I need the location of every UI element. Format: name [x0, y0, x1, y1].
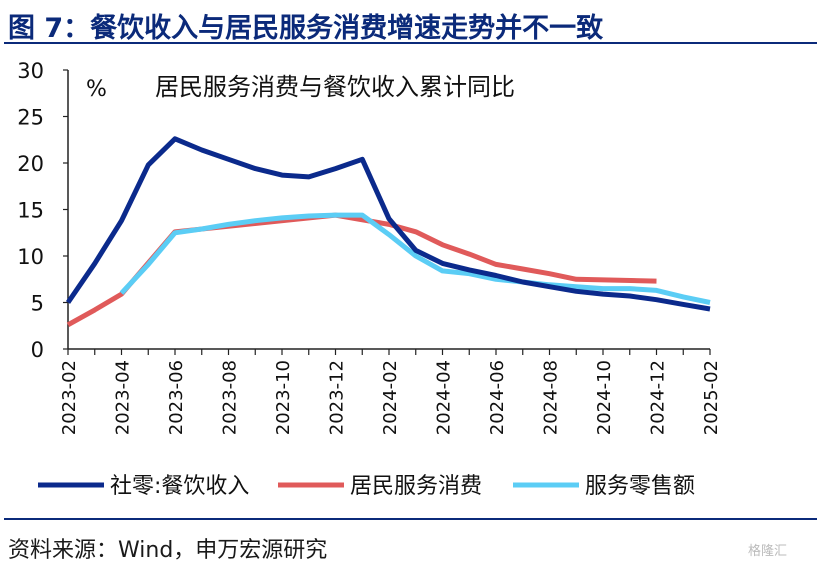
series-line-1 [66, 212, 657, 327]
x-tick-label: 2024-12 [648, 360, 669, 435]
y-axis-label: % [86, 77, 107, 102]
x-tick-label: 2024-06 [487, 360, 508, 435]
chart-legend: 社零:餐饮收入 居民服务消费 服务零售额 [38, 474, 695, 499]
y-tick-label: 5 [31, 292, 44, 316]
source-note: 资料来源：Wind，申万宏源研究 [8, 538, 328, 563]
y-tick-label: 25 [17, 106, 44, 130]
x-tick-label: 2025-02 [701, 360, 722, 435]
x-tick-label: 2023-02 [59, 360, 80, 435]
chart-axes: 0 5 10 15 20 25 30 2023-02 2023-04 2023-06 2023-08… [17, 59, 722, 435]
x-tick-label: 2023-06 [166, 360, 187, 435]
y-tick-label: 0 [31, 338, 44, 362]
series-line-2 [119, 212, 711, 305]
y-tick-label: 15 [17, 199, 44, 223]
series-line-0 [65, 136, 711, 312]
x-tick-label: 2023-08 [220, 360, 241, 435]
chart-title: 居民服务消费与餐饮收入累计同比 [155, 73, 515, 101]
series-layer [65, 136, 711, 327]
legend-label-1: 居民服务消费 [350, 474, 482, 499]
x-tick-label: 2023-12 [327, 360, 348, 435]
source-rule [4, 518, 817, 520]
x-tick-label: 2024-04 [434, 360, 455, 435]
x-tick-label: 2024-08 [541, 360, 562, 435]
x-tick-label: 2023-04 [113, 360, 134, 435]
x-tick-label: 2024-10 [594, 360, 615, 435]
legend-label-0: 社零:餐饮收入 [110, 474, 249, 499]
y-tick-label: 20 [17, 152, 44, 176]
legend-label-2: 服务零售额 [585, 474, 695, 499]
title-rule [4, 42, 817, 44]
figure-title: 图 7：餐饮收入与居民服务消费增速走势并不一致 [8, 13, 604, 44]
x-tick-label: 2023-10 [273, 360, 294, 435]
x-tick-label: 2024-02 [380, 360, 401, 435]
y-tick-label: 10 [17, 245, 44, 269]
watermark: 格隆汇 [748, 544, 788, 559]
line-chart: 0 5 10 15 20 25 30 2023-02 2023-04 2023-06 2023-08… [17, 59, 722, 499]
y-tick-label: 30 [17, 59, 44, 83]
